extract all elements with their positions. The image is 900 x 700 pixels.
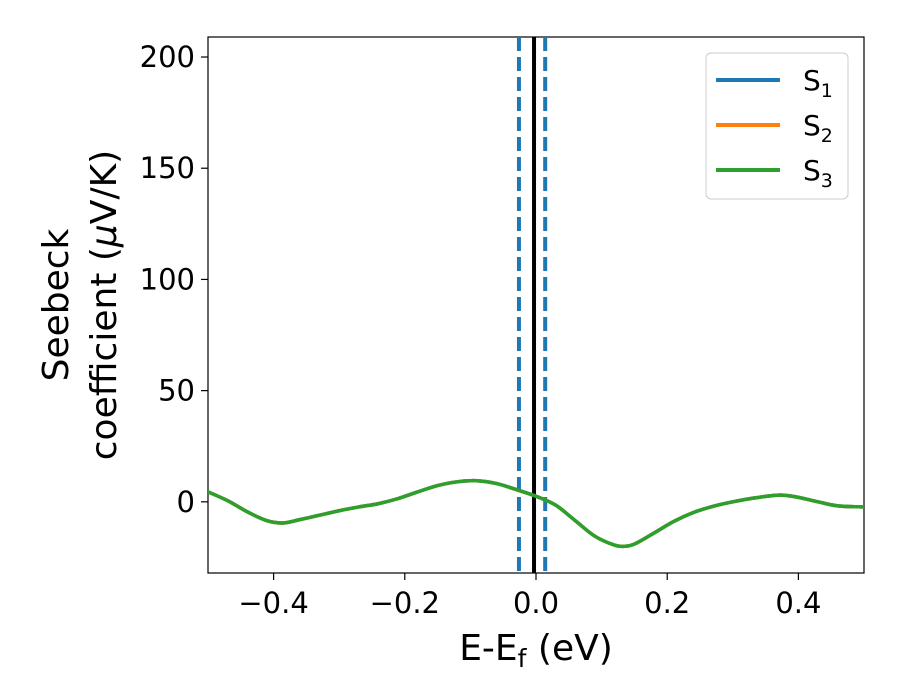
x-tick-label: 0.0	[513, 586, 559, 620]
x-tick-label: −0.4	[238, 586, 308, 620]
y-tick-label: 200	[140, 40, 195, 74]
y-axis-label-line2: coefficient (μV/K)	[84, 150, 125, 460]
y-tick-label: 100	[140, 262, 195, 296]
y-tick-label: 50	[158, 374, 195, 408]
legend: S1 S2 S3	[705, 52, 849, 200]
series-lines	[208, 478, 864, 549]
y-axis-ticks: 0 50 100 150 200	[140, 40, 208, 519]
y-axis-label-line1: Seebeck	[36, 228, 77, 381]
y-tick-label: 150	[140, 151, 195, 185]
legend-label-s1: S1	[803, 64, 833, 102]
x-axis-label: E-Ef (eV)	[459, 628, 613, 673]
x-axis-ticks: −0.4 −0.2 0.0 0.2 0.4	[238, 573, 821, 620]
x-tick-label: 0.4	[775, 586, 821, 620]
series-line-s3	[208, 478, 864, 549]
legend-label-s2: S2	[803, 109, 833, 147]
x-tick-label: −0.2	[370, 586, 440, 620]
vertical-lines	[516, 37, 548, 573]
y-axis-label: Seebeck coefficient (μV/K)	[36, 150, 125, 460]
legend-label-s3: S3	[803, 154, 833, 192]
y-tick-label: 0	[177, 485, 195, 519]
x-tick-label: 0.2	[644, 586, 690, 620]
